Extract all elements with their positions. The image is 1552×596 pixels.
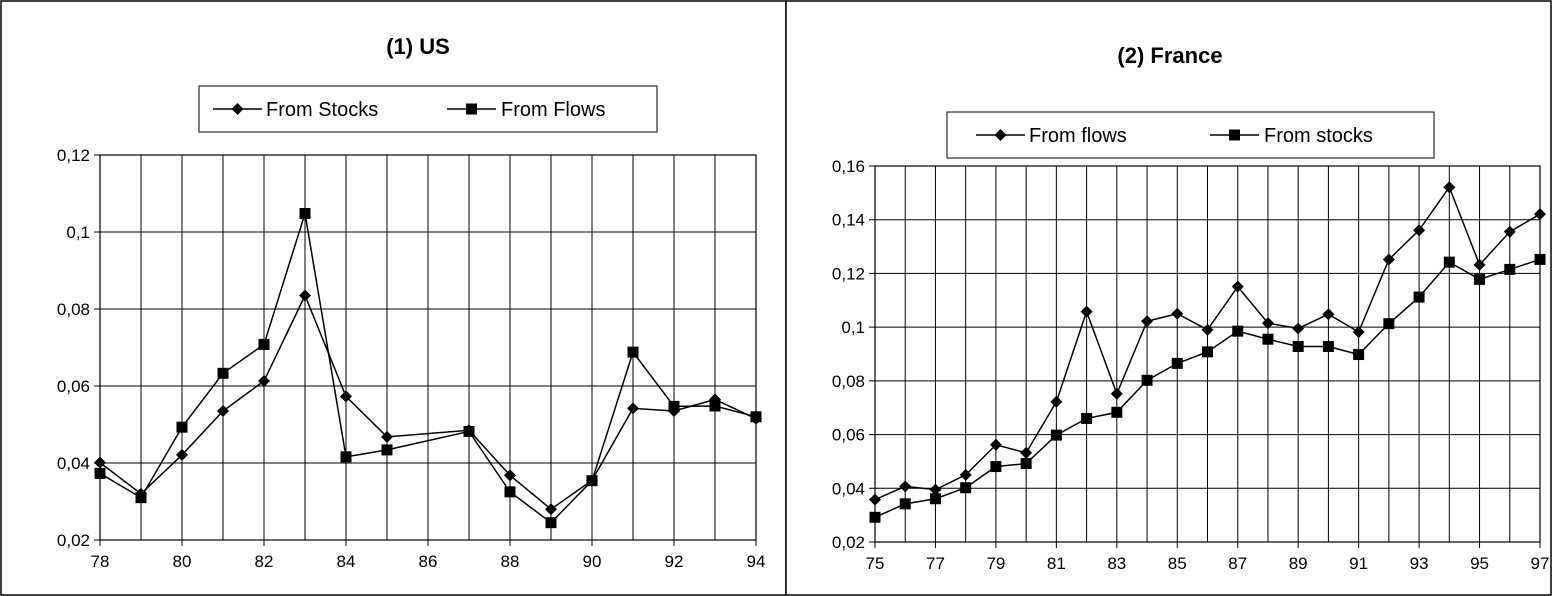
legend-us: From Stocks From Flows [199, 86, 657, 132]
legend-us-flows-label: From Flows [501, 99, 605, 121]
x-tick-label: 97 [1531, 554, 1550, 573]
x-tick-label: 89 [1289, 554, 1308, 573]
y-tick-label: 0,06 [57, 377, 90, 396]
data-point-from-flows [382, 444, 393, 455]
legend-france-flows-label: From flows [1029, 125, 1127, 147]
data-point-from-flows [505, 486, 516, 497]
x-tick-label: 81 [1047, 554, 1066, 573]
x-tick-label: 90 [583, 552, 602, 571]
data-point-from-stocks [1474, 274, 1485, 285]
data-point-from-stocks [1202, 346, 1213, 357]
y-tick-label: 0,12 [832, 264, 865, 283]
y-tick-label: 0,16 [832, 157, 865, 176]
y-tick-label: 0,1 [66, 223, 90, 242]
data-point-from-stocks [1323, 341, 1334, 352]
y-tick-label: 0,02 [832, 533, 865, 552]
x-tick-label: 93 [1410, 554, 1429, 573]
data-point-from-stocks [1535, 254, 1546, 265]
data-point-from-stocks [1504, 264, 1515, 275]
legend-france-stocks-label: From stocks [1264, 125, 1373, 147]
data-point-from-stocks [1051, 430, 1062, 441]
y-tick-label: 0,04 [832, 479, 865, 498]
y-tick-label: 0,12 [57, 146, 90, 165]
x-tick-label: 94 [747, 552, 766, 571]
data-point-from-flows [95, 468, 106, 479]
x-tick-label: 78 [91, 552, 110, 571]
x-tick-label: 85 [1168, 554, 1187, 573]
data-point-from-flows [669, 401, 680, 412]
y-tick-label: 0,02 [57, 531, 90, 550]
x-tick-label: 80 [173, 552, 192, 571]
data-point-from-flows [464, 426, 475, 437]
data-point-from-stocks [900, 498, 911, 509]
x-tick-label: 86 [419, 552, 438, 571]
data-point-from-stocks [1142, 375, 1153, 386]
x-tick-label: 92 [665, 552, 684, 571]
x-tick-label: 75 [866, 554, 885, 573]
data-point-from-flows [300, 208, 311, 219]
data-point-from-stocks [960, 482, 971, 493]
x-tick-label: 79 [986, 554, 1005, 573]
x-tick-label: 87 [1228, 554, 1247, 573]
data-point-from-flows [177, 422, 188, 433]
x-tick-label: 84 [337, 552, 356, 571]
x-tick-label: 88 [501, 552, 520, 571]
y-tick-label: 0,14 [832, 211, 865, 230]
x-tick-label: 82 [255, 552, 274, 571]
x-tick-label: 91 [1349, 554, 1368, 573]
data-point-from-stocks [1232, 326, 1243, 337]
data-point-from-stocks [990, 461, 1001, 472]
chart-title-us: (1) US [386, 34, 450, 59]
data-point-from-flows [341, 451, 352, 462]
legend-france-stocks-marker [1229, 130, 1240, 141]
data-point-from-stocks [1444, 257, 1455, 268]
y-tick-label: 0,1 [841, 318, 865, 337]
x-tick-label: 95 [1470, 554, 1489, 573]
data-point-from-stocks [1021, 458, 1032, 469]
data-point-from-flows [136, 492, 147, 503]
y-tick-label: 0,04 [57, 454, 90, 473]
y-tick-label: 0,08 [832, 372, 865, 391]
data-point-from-flows [546, 517, 557, 528]
data-point-from-flows [218, 368, 229, 379]
data-point-from-stocks [1383, 318, 1394, 329]
data-point-from-stocks [870, 512, 881, 523]
x-tick-label: 83 [1107, 554, 1126, 573]
data-point-from-stocks [1172, 358, 1183, 369]
chart-title-france: (2) France [1117, 43, 1222, 68]
legend-us-flows-marker [466, 104, 477, 115]
legend-france: From flows From stocks [947, 112, 1434, 158]
x-tick-label: 77 [926, 554, 945, 573]
y-tick-label: 0,08 [57, 300, 90, 319]
data-point-from-stocks [930, 493, 941, 504]
data-point-from-flows [587, 475, 598, 486]
data-point-from-stocks [1293, 341, 1304, 352]
data-point-from-stocks [1262, 334, 1273, 345]
data-point-from-flows [628, 347, 639, 358]
data-point-from-flows [710, 401, 721, 412]
data-point-from-stocks [1111, 407, 1122, 418]
legend-us-stocks-label: From Stocks [266, 99, 378, 121]
y-tick-label: 0,06 [832, 426, 865, 445]
data-point-from-stocks [1414, 292, 1425, 303]
data-point-from-flows [751, 411, 762, 422]
data-point-from-stocks [1353, 349, 1364, 360]
data-point-from-flows [259, 339, 270, 350]
data-point-from-stocks [1081, 413, 1092, 424]
